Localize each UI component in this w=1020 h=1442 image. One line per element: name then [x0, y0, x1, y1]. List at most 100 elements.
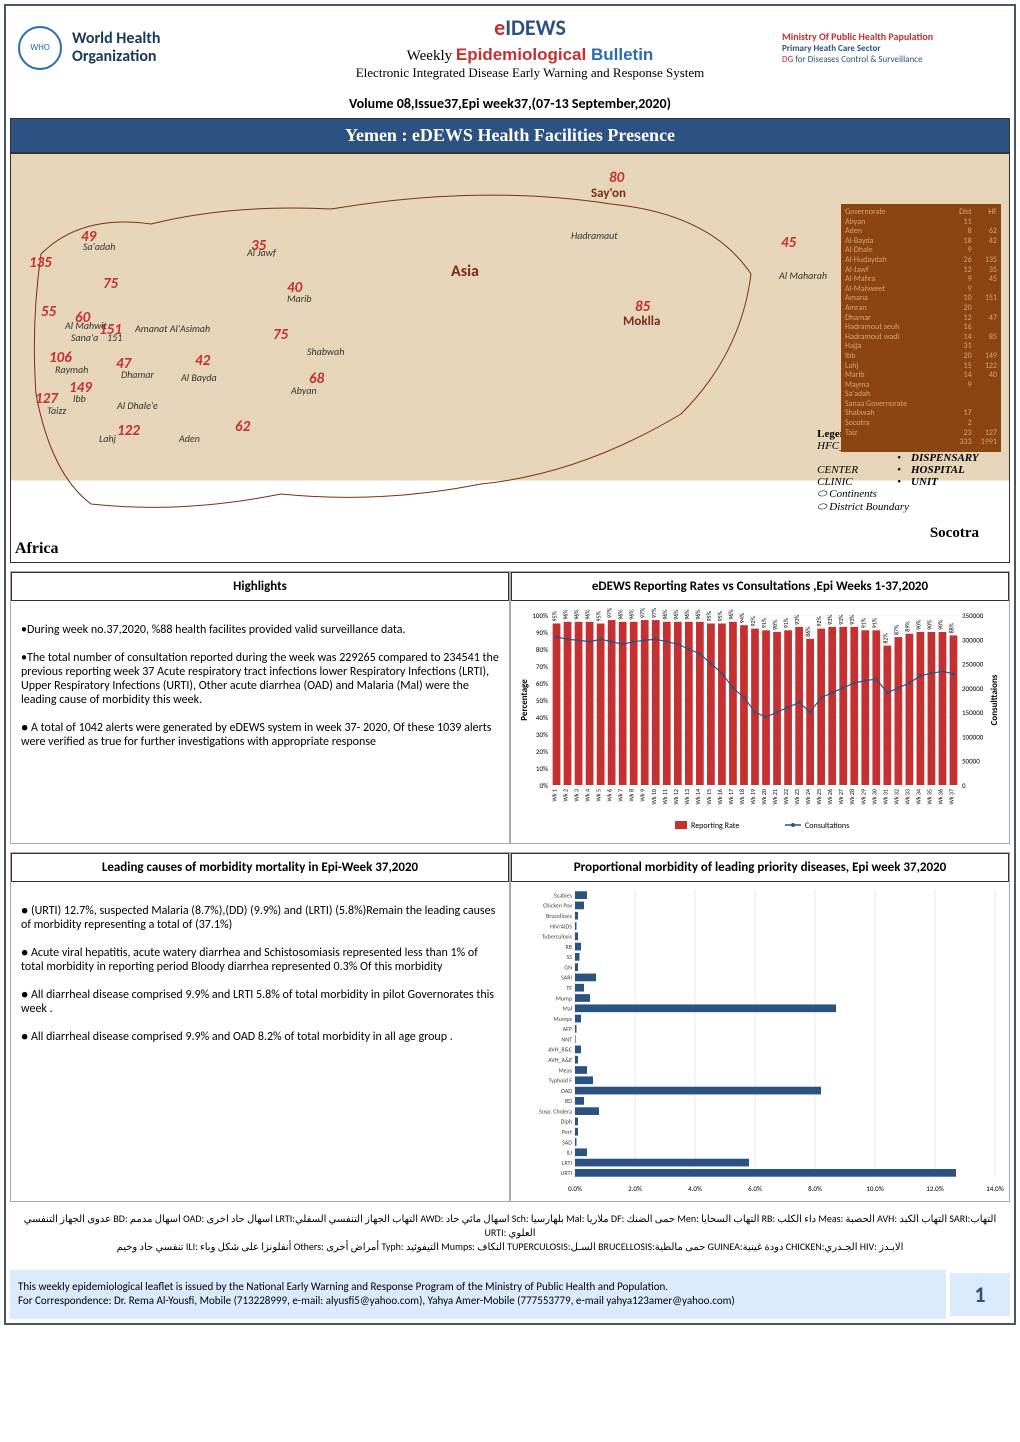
who-name: World Health Organization	[72, 30, 160, 65]
svg-text:90%: 90%	[925, 619, 933, 630]
ministry-block: Ministry Of Public Health Papulation Pri…	[782, 30, 1002, 65]
svg-text:Tuberculosis: Tuberculosis	[542, 933, 573, 941]
svg-text:0%: 0%	[539, 781, 548, 790]
svg-text:94%: 94%	[738, 612, 746, 623]
svg-text:96%: 96%	[573, 609, 581, 620]
prop-chart-body: 0.0%2.0%4.0%6.0%8.0%10.0%12.0%14.0%Scabi…	[511, 882, 1009, 1201]
svg-text:50%: 50%	[536, 696, 548, 705]
svg-text:4.0%: 4.0%	[688, 1184, 702, 1193]
legend-district: ⬭ District Boundary	[817, 501, 1001, 514]
governorate-label: Dhamar	[121, 368, 154, 381]
svg-text:Wk 5: Wk 5	[595, 789, 603, 801]
morbidity-body: ● (URTI) 12.7%, suspected Malaria (8.7%)…	[11, 882, 509, 1192]
morbidity-p4: ● All diarrheal disease comprised 9.9% a…	[21, 1030, 499, 1044]
svg-text:97%: 97%	[639, 607, 647, 618]
svg-text:97%: 97%	[650, 607, 658, 618]
svg-text:Wk 17: Wk 17	[727, 789, 735, 805]
svg-text:Wk 10: Wk 10	[650, 789, 658, 805]
svg-text:GN: GN	[564, 963, 572, 971]
svg-text:100000: 100000	[962, 732, 984, 741]
svg-text:Consulttaions: Consulttaions	[989, 674, 1000, 725]
svg-text:Wk 24: Wk 24	[804, 789, 812, 805]
svg-text:LRTI: LRTI	[562, 1159, 573, 1167]
svg-text:Mal: Mal	[563, 1005, 572, 1013]
map-facility-count: 55	[41, 303, 56, 321]
svg-text:96%: 96%	[672, 609, 680, 620]
svg-text:Wk 18: Wk 18	[738, 789, 746, 805]
svg-text:150000: 150000	[962, 708, 984, 717]
svg-text:AVH_A&E: AVH_A&E	[548, 1056, 572, 1064]
map-facility-count: 122	[117, 422, 140, 440]
bulletin-text: Bulletin	[591, 45, 653, 64]
morbidity-p1: ● (URTI) 12.7%, suspected Malaria (8.7%)…	[21, 904, 499, 932]
africa-label: Africa	[15, 540, 59, 558]
svg-text:Diph: Diph	[561, 1118, 572, 1126]
center-block: eIDEWS Weekly Epidemiological Bulletin E…	[278, 14, 782, 81]
svg-text:0: 0	[962, 781, 966, 790]
svg-text:Wk 27: Wk 27	[837, 789, 845, 805]
svg-text:Wk 26: Wk 26	[826, 789, 834, 805]
svg-text:93%: 93%	[793, 614, 801, 625]
svg-text:Reporting Rate: Reporting Rate	[691, 821, 739, 831]
svg-text:NNT: NNT	[561, 1035, 572, 1043]
morbidity-panel: Leading causes of morbidity mortality in…	[10, 852, 510, 1202]
svg-text:Pert: Pert	[562, 1128, 572, 1136]
svg-text:Wk 36: Wk 36	[936, 789, 944, 805]
morbidity-title: Leading causes of morbidity mortality in…	[11, 853, 509, 882]
svg-text:URTI: URTI	[561, 1169, 573, 1177]
svg-text:82%: 82%	[881, 633, 889, 644]
svg-text:95%: 95%	[595, 610, 603, 621]
rates-chart-panel: eDEWS Reporting Rates vs Consultations ,…	[510, 571, 1010, 844]
map-facility-count: 135	[29, 254, 52, 272]
svg-text:Wk 34: Wk 34	[914, 789, 922, 805]
svg-text:Wk 37: Wk 37	[947, 789, 955, 805]
weekly-text: Weekly	[407, 48, 456, 64]
svg-text:50000: 50000	[962, 757, 980, 766]
svg-text:SAD: SAD	[562, 1138, 572, 1146]
governorate-label: Sana'a	[71, 331, 98, 344]
map-facility-count: 45	[781, 234, 796, 252]
map-facility-count: 62	[235, 418, 250, 436]
svg-text:0.0%: 0.0%	[568, 1184, 582, 1193]
svg-text:Wk 35: Wk 35	[925, 789, 933, 805]
rates-chart-body: 0%10%20%30%40%50%60%70%80%90%100%0500001…	[511, 601, 1009, 843]
svg-text:Wk 6: Wk 6	[606, 789, 614, 801]
svg-text:Percentage: Percentage	[519, 679, 530, 721]
page: WHO World Health Organization eIDEWS Wee…	[4, 4, 1016, 1325]
svg-text:Wk 16: Wk 16	[716, 789, 724, 805]
svg-text:Wk 31: Wk 31	[881, 789, 889, 805]
system-line: Electronic Integrated Disease Early Warn…	[278, 65, 782, 81]
governorate-label: Ibb	[73, 392, 86, 405]
svg-text:90%: 90%	[936, 619, 944, 630]
prop-chart-panel: Proportional morbidity of leading priori…	[510, 852, 1010, 1202]
footer-l1: This weekly epidemiological leaflet is i…	[18, 1280, 938, 1294]
map-facility-count: 75	[273, 326, 288, 344]
svg-text:30%: 30%	[536, 730, 548, 739]
svg-text:350000: 350000	[962, 611, 984, 620]
svg-text:96%: 96%	[683, 609, 691, 620]
svg-text:10.0%: 10.0%	[866, 1184, 883, 1193]
svg-text:95%: 95%	[551, 610, 559, 621]
bulletin-line: Weekly Epidemiological Bulletin	[278, 45, 782, 65]
svg-text:93%: 93%	[848, 614, 856, 625]
map-data-table: GovernorateDistHFAbyan11Aden862Al-Bayda1…	[841, 204, 1001, 452]
page-number: 1	[950, 1273, 1010, 1316]
svg-text:Wk 14: Wk 14	[694, 789, 702, 805]
eidews-rest: IDEWS	[505, 14, 566, 41]
highlights-title: Highlights	[11, 572, 509, 601]
governorate-label: Marib	[287, 292, 312, 305]
svg-text:250000: 250000	[962, 660, 984, 669]
highlights-panel: Highlights •During week no.37,2020, %88 …	[10, 571, 510, 844]
svg-text:91%: 91%	[760, 617, 768, 628]
rates-chart-title: eDEWS Reporting Rates vs Consultations ,…	[511, 572, 1009, 601]
svg-text:95%: 95%	[716, 610, 724, 621]
svg-text:Scabies: Scabies	[554, 891, 573, 899]
svg-text:92%: 92%	[749, 616, 757, 627]
map-title: Yemen : eDEWS Health Facilities Presence	[10, 118, 1010, 153]
footer: This weekly epidemiological leaflet is i…	[10, 1270, 1010, 1319]
rates-chart: 0%10%20%30%40%50%60%70%80%90%100%0500001…	[515, 605, 1005, 835]
svg-text:14.0%: 14.0%	[986, 1184, 1003, 1193]
svg-text:ILI: ILI	[566, 1149, 572, 1157]
map-facility-count: 75	[103, 275, 118, 293]
svg-text:SARI: SARI	[561, 974, 572, 982]
